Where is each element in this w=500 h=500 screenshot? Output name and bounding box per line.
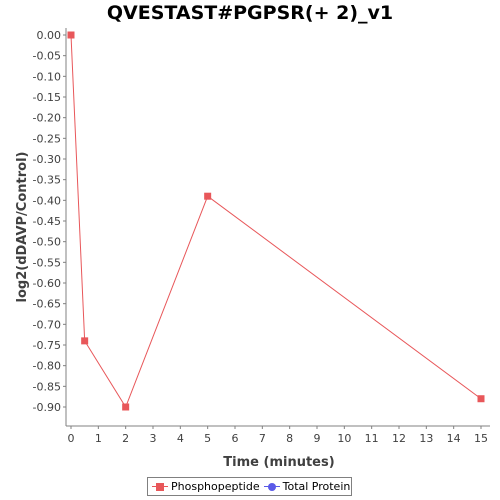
x-tick-label: 9 xyxy=(314,432,321,445)
x-tick-label: 11 xyxy=(365,432,379,445)
y-tick-label: -0.35 xyxy=(33,174,61,187)
y-tick-label: -0.40 xyxy=(33,194,61,207)
x-tick-label: 6 xyxy=(232,432,239,445)
y-tick-label: -0.70 xyxy=(33,318,61,331)
y-tick-label: -0.65 xyxy=(33,298,61,311)
y-tick-label: -0.75 xyxy=(33,339,61,352)
legend-label-phosphopeptide: Phosphopeptide xyxy=(171,480,260,493)
legend-item-phosphopeptide: Phosphopeptide xyxy=(152,480,260,493)
y-axis: 0.00 -0.05 -0.10 -0.15 -0.20 -0.25 -0.30 -0.35 -… xyxy=(33,28,67,426)
y-tick-label: -0.85 xyxy=(33,380,61,393)
y-tick-label: -0.05 xyxy=(33,50,61,63)
y-tick-label: -0.25 xyxy=(33,132,61,145)
phosphopeptide-swatch-icon xyxy=(152,482,168,492)
data-point xyxy=(81,337,89,345)
x-tick-label: 1 xyxy=(95,432,102,445)
x-tick-label: 0 xyxy=(68,432,75,445)
y-tick-label: -0.90 xyxy=(33,401,61,414)
y-tick-label: 0.00 xyxy=(37,29,62,42)
legend: Phosphopeptide Total Protein xyxy=(147,477,352,496)
total-protein-swatch-icon xyxy=(263,482,280,492)
y-tick-label: -0.60 xyxy=(33,277,61,290)
y-tick-label: -0.80 xyxy=(33,360,61,373)
plot-area xyxy=(66,28,490,426)
x-tick-label: 4 xyxy=(177,432,184,445)
x-tick-label: 12 xyxy=(392,432,406,445)
y-tick-label: -0.15 xyxy=(33,91,61,104)
x-tick-label: 3 xyxy=(150,432,157,445)
data-point xyxy=(204,192,212,200)
data-point xyxy=(477,395,485,403)
x-tick-label: 8 xyxy=(286,432,293,445)
x-tick-label: 7 xyxy=(259,432,266,445)
x-tick-label: 2 xyxy=(122,432,129,445)
y-tick-label: -0.50 xyxy=(33,236,61,249)
x-tick-label: 10 xyxy=(337,432,351,445)
x-tick-label: 13 xyxy=(419,432,433,445)
y-axis-label: log2(dDAVP/Control) xyxy=(15,152,30,303)
chart-title: QVESTAST#PGPSR(+ 2)_v1 xyxy=(106,2,394,24)
y-tick-label: -0.55 xyxy=(33,256,61,269)
y-tick-label: -0.20 xyxy=(33,112,61,125)
x-axis: 0 1 2 3 4 5 6 7 8 9 10 11 12 13 14 15 xyxy=(66,425,490,445)
y-tick-label: -0.30 xyxy=(33,153,61,166)
y-tick-label: -0.45 xyxy=(33,215,61,228)
y-tick-label: -0.10 xyxy=(33,70,61,83)
x-tick-label: 5 xyxy=(204,432,211,445)
data-point xyxy=(67,31,75,39)
data-point xyxy=(122,403,130,411)
x-tick-label: 14 xyxy=(447,432,461,445)
x-axis-label: Time (minutes) xyxy=(223,455,334,470)
series-layer xyxy=(67,31,485,411)
legend-item-total-protein: Total Protein xyxy=(263,480,351,493)
x-tick-label: 15 xyxy=(474,432,488,445)
legend-label-total-protein: Total Protein xyxy=(282,480,351,493)
